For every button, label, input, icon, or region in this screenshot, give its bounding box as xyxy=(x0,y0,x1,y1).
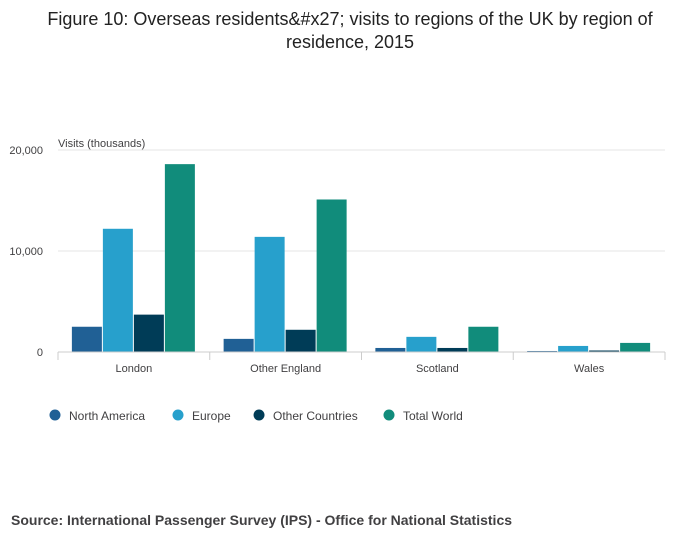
legend-label[interactable]: North America xyxy=(69,409,145,423)
bar-total-world[interactable] xyxy=(164,164,195,352)
legend-label[interactable]: Europe xyxy=(192,409,231,423)
legend: North America Europe Other Countries Total … xyxy=(49,409,463,423)
bar-europe[interactable] xyxy=(406,336,437,352)
legend-label[interactable]: Total World xyxy=(403,409,463,423)
y-axis-label: Visits (thousands) xyxy=(58,138,145,150)
bar-total-world[interactable] xyxy=(316,199,347,352)
bar-other-countries[interactable] xyxy=(437,347,468,352)
bar-north-america[interactable] xyxy=(223,338,254,352)
x-tick-label: Scotland xyxy=(416,363,459,375)
bar-north-america[interactable] xyxy=(375,347,406,352)
bar-europe[interactable] xyxy=(102,228,133,352)
bar-other-countries[interactable] xyxy=(285,329,316,352)
y-tick-label: 0 xyxy=(37,347,43,359)
y-tick-label: 20,000 xyxy=(9,145,43,157)
bar-north-america[interactable] xyxy=(71,326,102,352)
y-axis-ticks: 0 10,000 20,000 xyxy=(9,145,43,359)
chart-title: Figure 10: Overseas residents&#x27; visi… xyxy=(47,9,653,52)
gridlines xyxy=(58,149,665,252)
bar-chart: Visits (thousands) 0 10,000 20,000 London O… xyxy=(9,138,666,423)
bars xyxy=(71,164,651,352)
x-axis: London Other England Scotland Wales xyxy=(57,351,666,375)
bar-europe[interactable] xyxy=(254,236,285,352)
bar-europe[interactable] xyxy=(558,345,589,352)
y-tick-label: 10,000 xyxy=(9,246,43,258)
bar-other-countries[interactable] xyxy=(133,314,164,352)
x-tick-label: Other England xyxy=(250,363,321,375)
bar-total-world[interactable] xyxy=(468,326,499,352)
x-tick-label: London xyxy=(116,363,153,375)
bar-other-countries[interactable] xyxy=(589,350,620,352)
source-note: Source: International Passenger Survey (… xyxy=(11,512,513,528)
legend-marker xyxy=(253,409,265,421)
bar-total-world[interactable] xyxy=(620,342,651,352)
legend-marker xyxy=(49,409,61,421)
x-tick-label: Wales xyxy=(574,363,605,375)
bar-north-america[interactable] xyxy=(527,350,558,352)
legend-label[interactable]: Other Countries xyxy=(273,409,358,423)
legend-marker xyxy=(172,409,184,421)
legend-marker xyxy=(383,409,395,421)
